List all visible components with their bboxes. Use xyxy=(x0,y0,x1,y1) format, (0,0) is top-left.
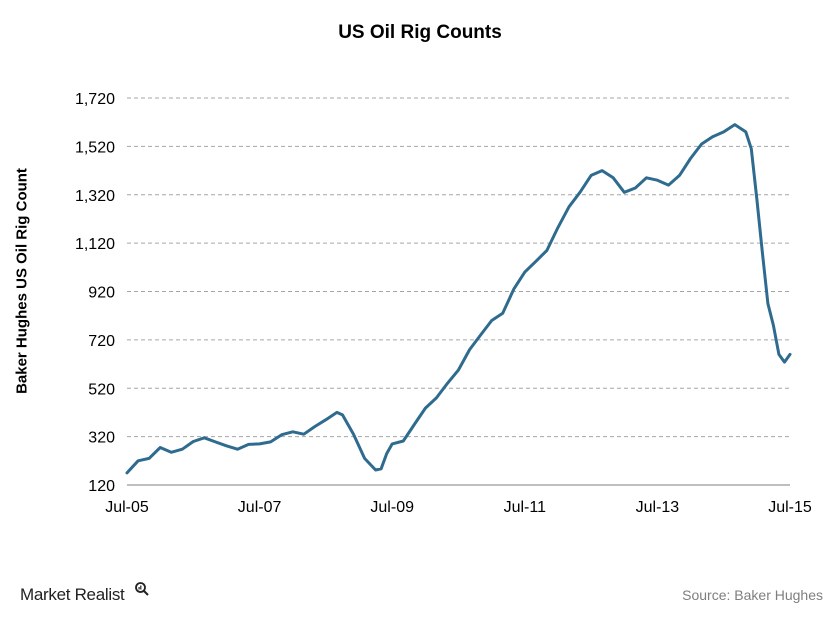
series-group xyxy=(125,123,792,475)
y-tick-label: 1,120 xyxy=(75,236,115,253)
x-tick-label: Jul-15 xyxy=(768,499,812,516)
y-tick-label: 1,520 xyxy=(75,139,115,156)
y-tick-label: 1,320 xyxy=(75,188,115,205)
y-tick-label: 920 xyxy=(88,285,115,302)
y-tick-label: 1,720 xyxy=(75,91,115,108)
brand-name: Market Realist xyxy=(20,585,125,604)
x-tick-label: Jul-07 xyxy=(238,499,282,516)
y-tick-label: 320 xyxy=(88,430,115,447)
x-tick-label: Jul-05 xyxy=(105,499,149,516)
chart-title: US Oil Rig Counts xyxy=(338,22,502,43)
y-tick-labels: 120 320 520 720 920 1,120 1,320 1,520 1,720 xyxy=(75,91,115,495)
magnifier-logo-icon xyxy=(135,582,149,596)
y-tick-label: 720 xyxy=(88,333,115,350)
x-tick-label: Jul-09 xyxy=(370,499,414,516)
source-note: Source: Baker Hughes xyxy=(682,587,823,603)
x-tick-label: Jul-13 xyxy=(636,499,680,516)
y-tick-label: 520 xyxy=(88,381,115,398)
x-tick-label: Jul-11 xyxy=(504,499,546,516)
x-tick-labels: Jul-05 Jul-07 Jul-09 Jul-11 Jul-13 Jul-15 xyxy=(105,499,812,516)
series-line xyxy=(125,123,792,475)
gridlines xyxy=(127,97,790,486)
y-tick-label: 120 xyxy=(88,478,115,495)
